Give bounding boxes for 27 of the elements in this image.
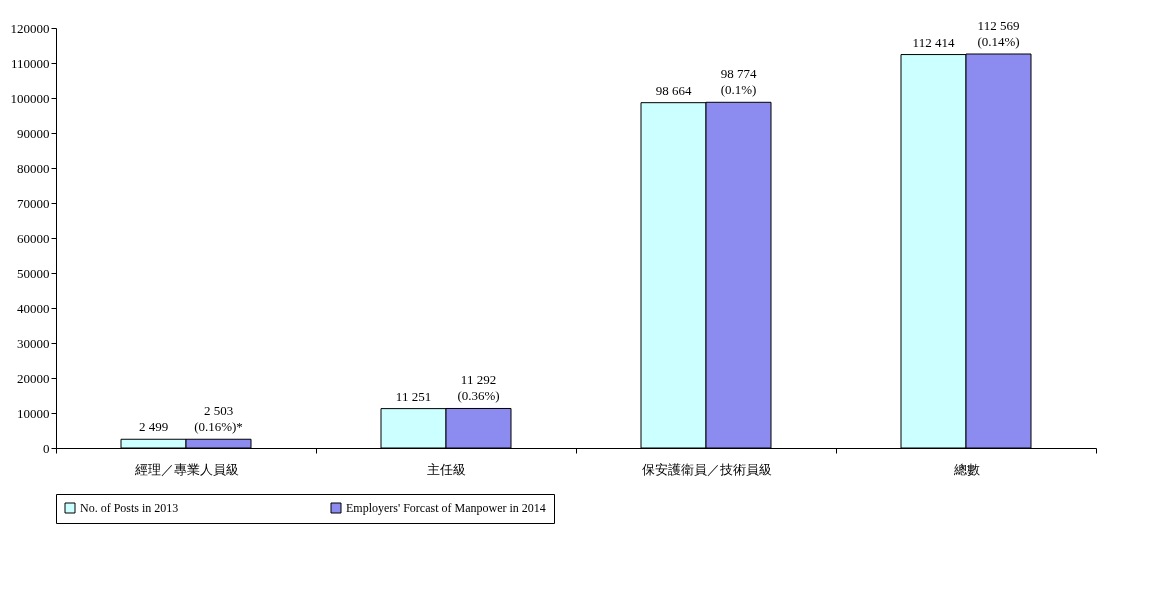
y-tick-label: 70000 <box>17 195 50 211</box>
data-label: 112 414 <box>912 34 955 50</box>
x-tick-label: 經理／專業人員級 <box>133 461 239 477</box>
x-tick-label: 總數 <box>952 461 980 477</box>
y-tick-label: 30000 <box>17 335 50 351</box>
text: 112 569 (0.14%) <box>977 18 1020 50</box>
y-tick-label: 20000 <box>17 370 50 386</box>
x-tick-label: 主任級 <box>427 461 466 477</box>
text: 11 292 (0.36%) <box>457 372 500 404</box>
y-tick-label: 90000 <box>17 125 50 141</box>
x-tick-label: 保安護衛員／技術員級 <box>641 461 772 477</box>
y-tick-label: 80000 <box>17 160 50 176</box>
y-tick-label: 100000 <box>10 90 50 106</box>
data-label: 98 664 <box>655 82 692 98</box>
text: 2 503 (0.16%)* <box>194 403 243 435</box>
legend-label: No. of Posts in 2013 <box>80 501 179 515</box>
y-tick-label: 40000 <box>17 300 50 316</box>
text: 98 774 (0.1%) <box>720 66 757 98</box>
data-label: 2 499 <box>138 419 169 435</box>
y-tick-label: 110000 <box>10 55 50 71</box>
y-tick-label: 10000 <box>17 405 50 421</box>
y-tick-label: 120000 <box>10 20 50 36</box>
legend-label: Employers' Forcast of Manpower in 2014 <box>346 501 546 515</box>
y-tick-label: 50000 <box>17 265 50 281</box>
y-tick-label: 60000 <box>17 230 50 246</box>
y-tick-label: 0 <box>43 440 50 456</box>
data-label: 11 251 <box>395 388 432 404</box>
